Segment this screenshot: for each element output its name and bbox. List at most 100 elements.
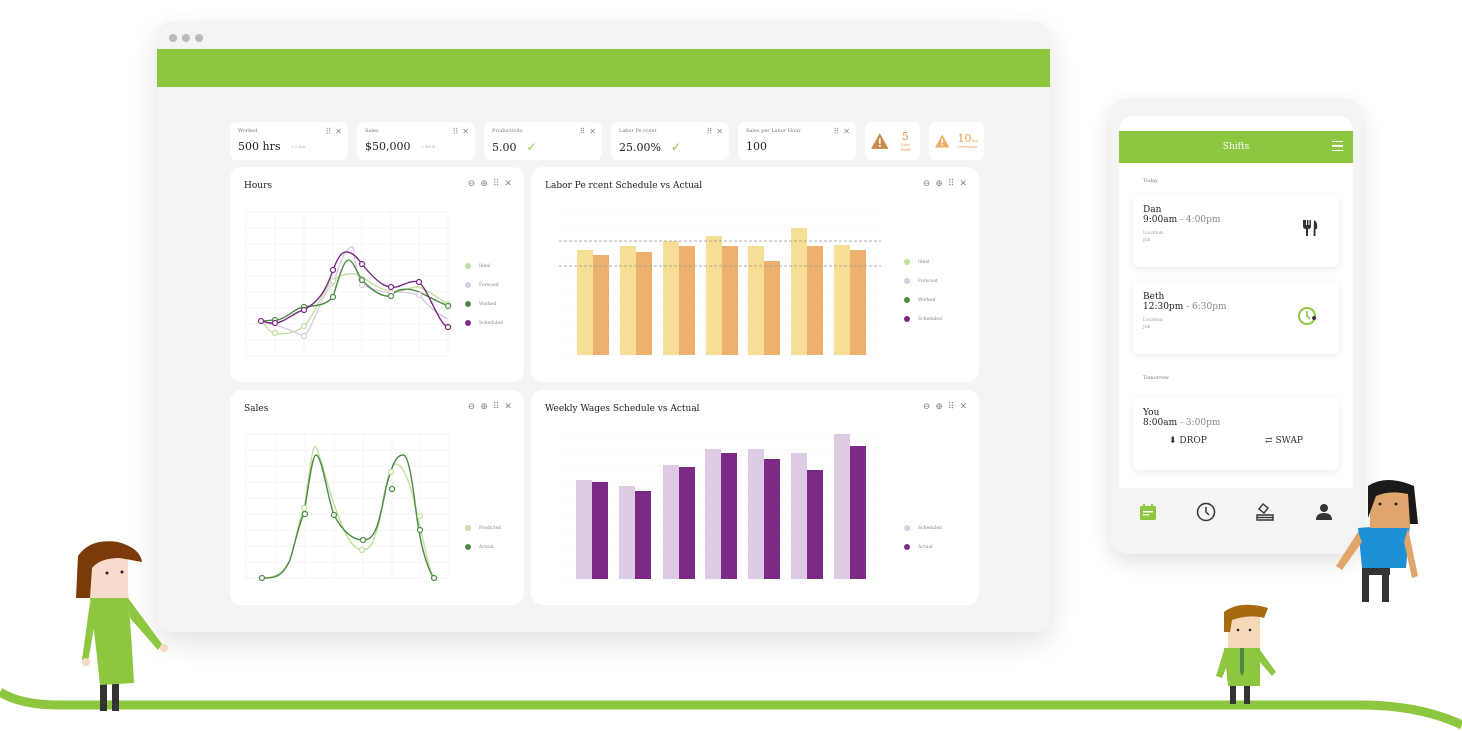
window-dot[interactable] — [182, 34, 190, 42]
section-label-tomorrow: Tomorrow — [1143, 375, 1169, 381]
zoom-in-icon[interactable]: ⊕ — [935, 179, 943, 189]
zoom-in-icon[interactable]: ⊕ — [480, 179, 488, 189]
kpi-card-sales[interactable]: Sales $50,000 + $500 ⠿ ✕ — [357, 122, 475, 160]
drag-handle-icon[interactable]: ⠿ — [325, 127, 332, 136]
shift-end-time: - 3:00pm — [1180, 418, 1221, 428]
legend-item[interactable]: Forecast — [904, 278, 942, 284]
close-icon[interactable]: ✕ — [335, 127, 342, 136]
shift-job: Job — [1143, 324, 1151, 330]
drag-handle-icon[interactable]: ⠿ — [947, 179, 955, 189]
browser-window: Worked 500 hrs + 5 hrs ⠿ ✕ Sales $50,000 + … — [157, 22, 1050, 632]
labor-percent-chart-panel: Labor Pe rcent Schedule vs Actual ⊖ ⊕ ⠿ … — [531, 167, 979, 382]
close-icon[interactable]: ✕ — [462, 127, 469, 136]
zoom-out-icon[interactable]: ⊖ — [922, 402, 931, 412]
hours-legend: Ideal Forecast Worked Scheduled — [465, 263, 503, 326]
kpi-value: 500 hrs — [238, 140, 281, 153]
kpi-label: Sales per Labor Hour — [746, 128, 801, 134]
calendar-tab-icon[interactable] — [1139, 503, 1157, 521]
zoom-in-icon[interactable]: ⊕ — [480, 402, 488, 412]
legend-item[interactable]: Actual — [904, 544, 942, 550]
warning-icon — [871, 133, 889, 149]
eraser-tab-icon[interactable] — [1255, 502, 1275, 522]
kpi-unit: hrs — [971, 138, 978, 143]
swap-shift-button[interactable]: ⇄ SWAP — [1265, 436, 1303, 446]
clock-tab-icon[interactable] — [1196, 502, 1216, 522]
kpi-value: 5 — [901, 129, 909, 143]
wages-legend: Scheduled Actual — [904, 525, 942, 550]
legend-item[interactable]: Worked — [465, 301, 503, 307]
drag-handle-icon[interactable]: ⠿ — [492, 402, 500, 412]
kpi-card-productivity[interactable]: Productivity 5.00 ✓ ⠿ ✕ — [484, 122, 602, 160]
legend-swatch — [465, 525, 471, 531]
kpi-value: 25.00% — [619, 140, 661, 154]
clock-location-icon — [1298, 307, 1317, 325]
sales-line-chart[interactable] — [244, 430, 454, 590]
app-header-bar — [157, 49, 1050, 87]
legend-item[interactable]: Actual — [465, 544, 501, 550]
kpi-card-late-staff[interactable]: 5 Late Staff — [865, 122, 920, 160]
hamburger-menu-icon[interactable] — [1332, 141, 1343, 151]
profile-tab-icon[interactable] — [1314, 502, 1334, 522]
drag-handle-icon[interactable]: ⠿ — [452, 127, 459, 136]
shifts-header: Shifts — [1119, 131, 1353, 163]
shift-start-time: 8:00am — [1143, 418, 1178, 428]
window-dot[interactable] — [195, 34, 203, 42]
shift-card-beth[interactable]: Beth 12:30pm - 6:30pm Location Job — [1133, 282, 1339, 354]
phone-screen: Shifts Today Dan 9:00am - 4:00pm Locatio… — [1119, 116, 1353, 536]
drop-shift-button[interactable]: ⬇ DROP — [1169, 436, 1207, 446]
close-icon[interactable]: ✕ — [843, 127, 850, 136]
warning-icon — [935, 134, 950, 148]
bottom-tab-bar — [1119, 488, 1353, 536]
shift-card-you[interactable]: You 8:00am - 3:00pm ⬇ DROP ⇄ SWAP — [1133, 398, 1339, 470]
legend-swatch — [465, 282, 471, 288]
legend-item[interactable]: Predicted — [465, 525, 501, 531]
legend-item[interactable]: Worked — [904, 297, 942, 303]
shift-start-time: 12:30pm — [1143, 302, 1184, 312]
legend-item[interactable]: Scheduled — [904, 316, 942, 322]
drag-handle-icon[interactable]: ⠿ — [579, 127, 586, 136]
drag-handle-icon[interactable]: ⠿ — [833, 127, 840, 136]
shift-job: Job — [1143, 237, 1151, 243]
close-icon[interactable]: ✕ — [504, 402, 512, 412]
legend-item[interactable]: Scheduled — [465, 320, 503, 326]
window-dot[interactable] — [169, 34, 177, 42]
close-icon[interactable]: ✕ — [716, 127, 723, 136]
shift-card-dan[interactable]: Dan 9:00am - 4:00pm Location Job — [1133, 195, 1339, 267]
legend-swatch — [904, 544, 910, 550]
kpi-card-sales-per-labor-hour[interactable]: Sales per Labor Hour 100 ⠿ ✕ — [738, 122, 856, 160]
weekly-wages-bar-chart[interactable] — [559, 430, 884, 585]
kpi-label: Productivity — [492, 128, 523, 134]
legend-item[interactable]: Forecast — [465, 282, 503, 288]
labor-percent-bar-chart[interactable] — [559, 207, 884, 362]
drag-handle-icon[interactable]: ⠿ — [492, 179, 500, 189]
zoom-out-icon[interactable]: ⊖ — [922, 179, 931, 189]
weekly-wages-chart-panel: Weekly Wages Schedule vs Actual ⊖ ⊕ ⠿ ✕ … — [531, 390, 979, 605]
legend-item[interactable]: Ideal — [904, 259, 942, 265]
labor-legend: Ideal Forecast Worked Scheduled — [904, 259, 942, 322]
close-icon[interactable]: ✕ — [959, 402, 967, 412]
kpi-card-worked[interactable]: Worked 500 hrs + 5 hrs ⠿ ✕ — [230, 122, 348, 160]
zoom-out-icon[interactable]: ⊖ — [467, 402, 476, 412]
legend-swatch — [465, 301, 471, 307]
close-icon[interactable]: ✕ — [589, 127, 596, 136]
drag-handle-icon[interactable]: ⠿ — [947, 402, 955, 412]
close-icon[interactable]: ✕ — [959, 179, 967, 189]
kpi-value: 100 — [746, 140, 767, 153]
legend-swatch — [904, 278, 910, 284]
zoom-in-icon[interactable]: ⊕ — [935, 402, 943, 412]
legend-item[interactable]: Scheduled — [904, 525, 942, 531]
kpi-card-labor-percent[interactable]: Labor Pe rcent 25.00% ✓ ⠿ ✕ — [611, 122, 729, 160]
drag-handle-icon[interactable]: ⠿ — [706, 127, 713, 136]
kpi-card-overtime[interactable]: 10hrs Overtime — [929, 122, 984, 160]
legend-item[interactable]: Ideal — [465, 263, 503, 269]
kpi-delta: + 5 hrs — [290, 144, 306, 149]
zoom-out-icon[interactable]: ⊖ — [467, 179, 476, 189]
shift-end-time: - 4:00pm — [1180, 215, 1221, 225]
shift-end-time: - 6:30pm — [1186, 302, 1227, 312]
hours-line-chart[interactable] — [244, 207, 454, 367]
swap-arrows-icon: ⇄ — [1265, 436, 1273, 446]
sales-chart-panel: Sales ⊖ ⊕ ⠿ ✕ Predicted Actual — [230, 390, 524, 605]
fork-knife-icon — [1303, 220, 1318, 236]
close-icon[interactable]: ✕ — [504, 179, 512, 189]
kpi-value: 5.00 — [492, 140, 517, 154]
